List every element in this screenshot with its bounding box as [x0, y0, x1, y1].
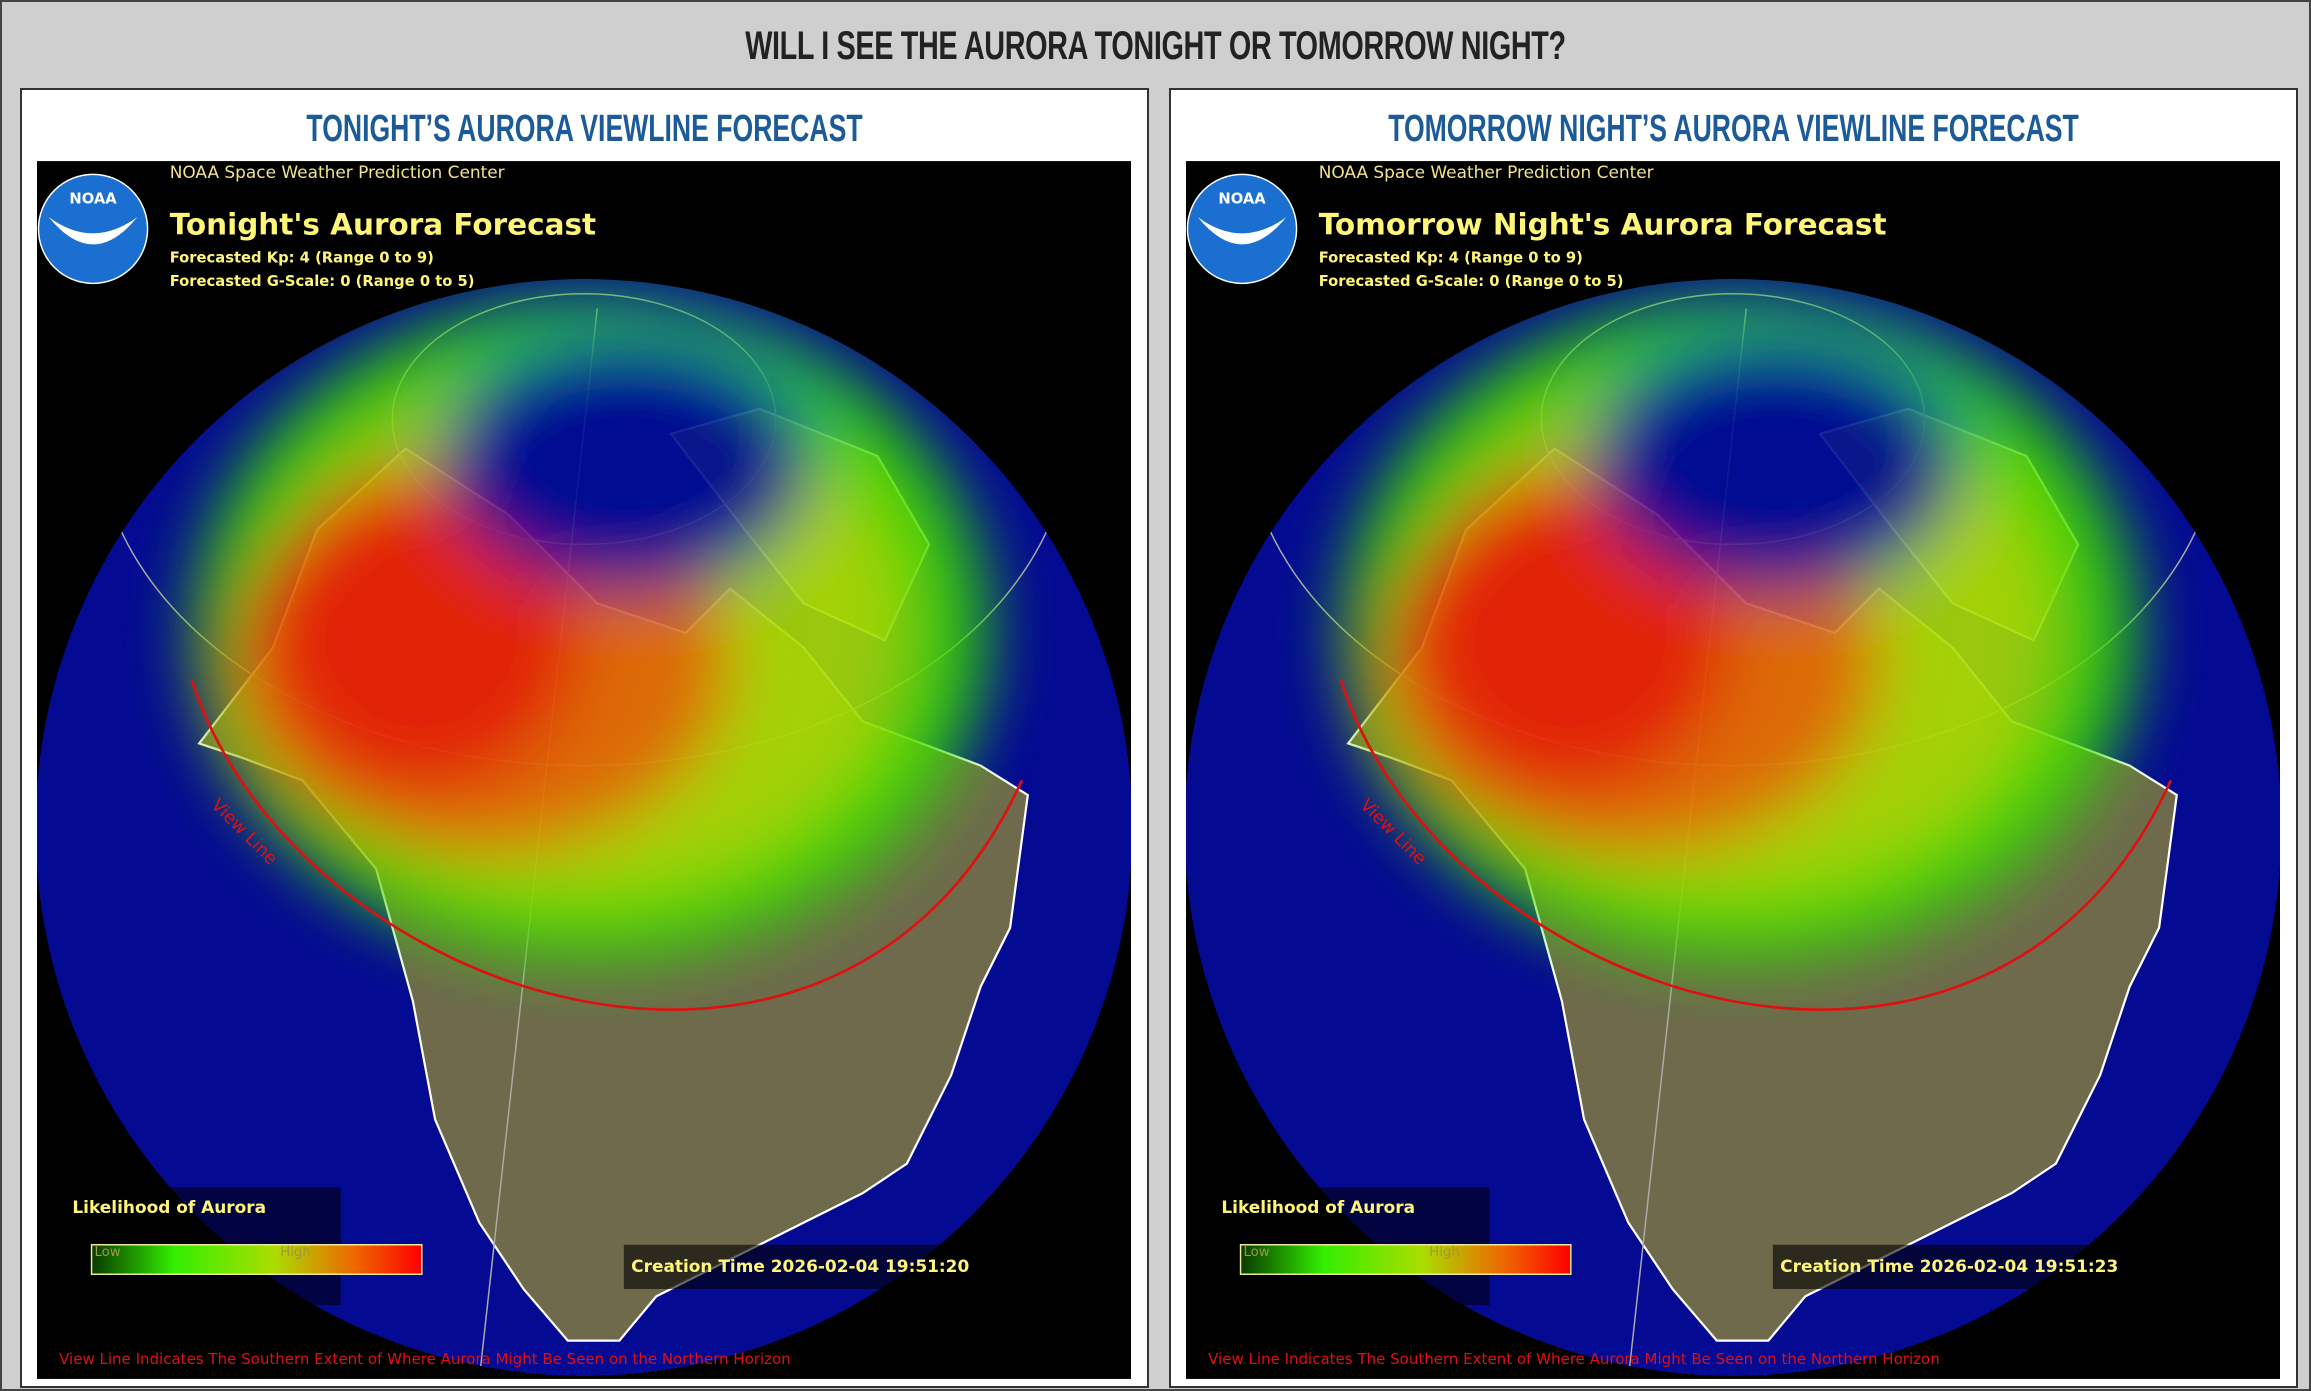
forecast-panel: TOMORROW NIGHT’S AURORA VIEWLINE FORECAS… [1169, 88, 2298, 1388]
globe [1186, 279, 2280, 1376]
logo-text: NOAA [1218, 190, 1266, 207]
aurora-hole [1591, 338, 1961, 589]
g-scale: Forecasted G-Scale: 0 (Range 0 to 5) [1319, 273, 1624, 290]
globe [37, 279, 1131, 1376]
creation-time: Creation Time 2026-02-04 19:51:20 [631, 1256, 969, 1276]
legend-low: Low [95, 1245, 121, 1260]
legend-title: Likelihood of Aurora [72, 1197, 266, 1217]
legend-high: High [280, 1245, 310, 1260]
creation-box [1772, 1244, 2242, 1289]
legend-bar [90, 1244, 423, 1275]
aurora [193, 298, 990, 962]
aurora [1342, 298, 2139, 962]
legend-title: Likelihood of Aurora [1221, 1197, 1415, 1217]
panel-heading: TONIGHT’S AURORA VIEWLINE FORECAST [306, 108, 863, 150]
noaa-gull [1197, 217, 1287, 245]
source: NOAA Space Weather Prediction Center [170, 162, 505, 182]
page-title: WILL I SEE THE AURORA TONIGHT OR TOMORRO… [745, 24, 1566, 68]
map-title: Tomorrow Night's Aurora Forecast [1319, 207, 1887, 241]
kp: Forecasted Kp: 4 (Range 0 to 9) [170, 249, 434, 266]
g-scale: Forecasted G-Scale: 0 (Range 0 to 5) [170, 273, 475, 290]
noaa-logo [37, 173, 149, 285]
source: NOAA Space Weather Prediction Center [1319, 162, 1654, 182]
forecast-panel: TONIGHT’S AURORA VIEWLINE FORECAST View … [20, 88, 1149, 1388]
creation-time: Creation Time 2026-02-04 19:51:23 [1780, 1256, 2118, 1276]
footnote: View Line Indicates The Southern Extent … [59, 1350, 791, 1368]
kp: Forecasted Kp: 4 (Range 0 to 9) [1319, 249, 1583, 266]
noaa-gull [48, 217, 138, 245]
view-line [190, 679, 1024, 1011]
legend-high: High [1429, 1245, 1459, 1260]
legend-low: Low [1244, 1245, 1270, 1260]
aurora-hole [442, 338, 812, 589]
creation-box [623, 1244, 1093, 1289]
noaa-logo [1186, 173, 1298, 285]
panel-heading: TOMORROW NIGHT’S AURORA VIEWLINE FORECAS… [1388, 108, 2079, 150]
view-line [1339, 679, 2173, 1011]
logo-text: NOAA [69, 190, 117, 207]
footnote: View Line Indicates The Southern Extent … [1208, 1350, 1940, 1368]
legend-bar [1239, 1244, 1572, 1275]
map-title: Tonight's Aurora Forecast [170, 207, 596, 241]
